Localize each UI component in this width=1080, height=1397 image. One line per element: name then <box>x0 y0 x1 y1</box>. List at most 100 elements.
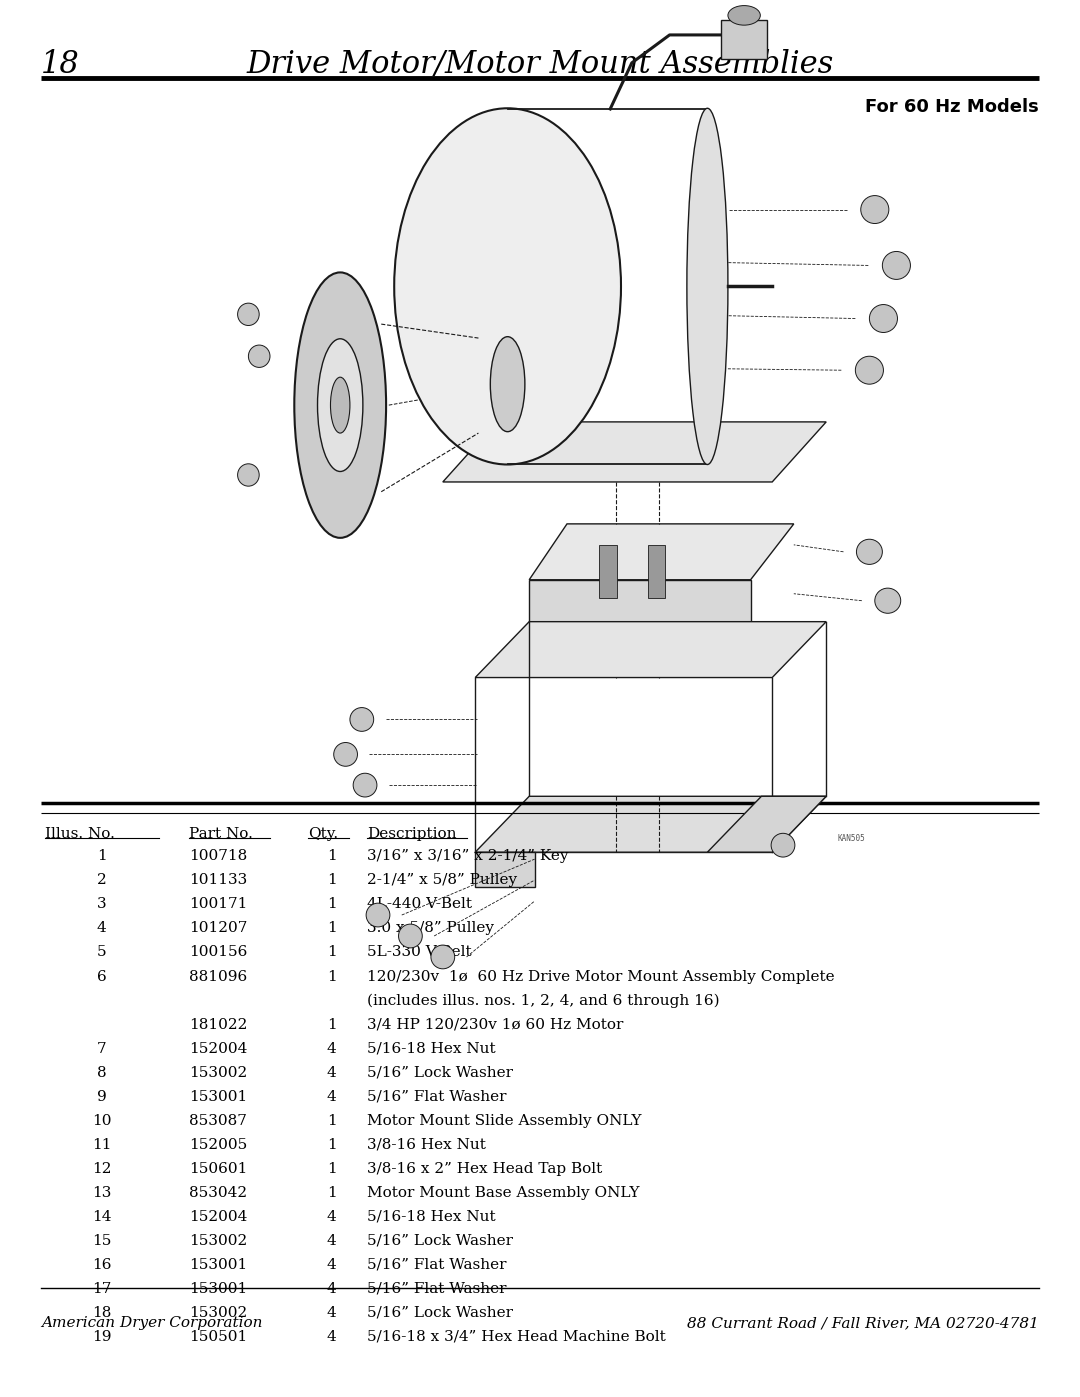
Bar <box>721 20 767 59</box>
Text: 4L-440 V-Belt: 4L-440 V-Belt <box>367 897 472 911</box>
Text: 6: 6 <box>96 970 107 983</box>
Text: 10: 10 <box>92 1113 111 1127</box>
Text: 153001: 153001 <box>189 1282 247 1296</box>
Text: 1: 1 <box>326 873 337 887</box>
Text: 1: 1 <box>326 849 337 863</box>
Ellipse shape <box>869 305 897 332</box>
Ellipse shape <box>728 6 760 25</box>
Text: 1: 1 <box>96 849 107 863</box>
Polygon shape <box>475 852 535 887</box>
Text: 4: 4 <box>326 1234 337 1248</box>
Text: 5/16” Flat Washer: 5/16” Flat Washer <box>367 1282 507 1296</box>
Text: 1: 1 <box>326 922 337 936</box>
Text: 1: 1 <box>326 1186 337 1200</box>
Text: 7: 7 <box>97 1042 106 1056</box>
Text: 15: 15 <box>92 1234 111 1248</box>
Text: Motor Mount Slide Assembly ONLY: Motor Mount Slide Assembly ONLY <box>367 1113 642 1127</box>
Text: 100718: 100718 <box>189 849 247 863</box>
Text: 153002: 153002 <box>189 1234 247 1248</box>
Text: 181022: 181022 <box>189 1017 247 1031</box>
Text: KAN505: KAN505 <box>837 834 865 842</box>
Text: 1: 1 <box>326 970 337 983</box>
Text: 881096: 881096 <box>189 970 247 983</box>
Text: 5/16” Lock Washer: 5/16” Lock Washer <box>367 1234 513 1248</box>
Text: 4: 4 <box>326 1330 337 1344</box>
Text: 3.0 x 5/8” Pulley: 3.0 x 5/8” Pulley <box>367 922 495 936</box>
Polygon shape <box>529 580 751 629</box>
Text: 853087: 853087 <box>189 1113 247 1127</box>
Text: 1: 1 <box>326 946 337 960</box>
Ellipse shape <box>856 539 882 564</box>
Polygon shape <box>443 422 826 482</box>
Ellipse shape <box>334 743 357 766</box>
Text: 150501: 150501 <box>189 1330 247 1344</box>
Text: 5/16-18 Hex Nut: 5/16-18 Hex Nut <box>367 1042 496 1056</box>
Ellipse shape <box>248 345 270 367</box>
Text: 1: 1 <box>326 897 337 911</box>
Ellipse shape <box>318 339 363 472</box>
Text: 101133: 101133 <box>189 873 247 887</box>
Text: 153001: 153001 <box>189 1090 247 1104</box>
Ellipse shape <box>861 196 889 224</box>
Text: 18: 18 <box>41 49 80 80</box>
Ellipse shape <box>875 588 901 613</box>
Text: 5/16” Flat Washer: 5/16” Flat Washer <box>367 1090 507 1104</box>
Text: 2: 2 <box>96 873 107 887</box>
Text: 153002: 153002 <box>189 1066 247 1080</box>
Ellipse shape <box>330 377 350 433</box>
Text: 1: 1 <box>326 1113 337 1127</box>
Ellipse shape <box>394 109 621 464</box>
Text: 1: 1 <box>326 1017 337 1031</box>
Text: 4: 4 <box>326 1282 337 1296</box>
Ellipse shape <box>431 946 455 970</box>
Text: 4: 4 <box>326 1257 337 1271</box>
Ellipse shape <box>855 356 883 384</box>
Text: 14: 14 <box>92 1210 111 1224</box>
Text: Illus. No.: Illus. No. <box>45 827 116 841</box>
Text: 12: 12 <box>92 1162 111 1176</box>
Text: 19: 19 <box>92 1330 111 1344</box>
Text: Description: Description <box>367 827 457 841</box>
Text: 3: 3 <box>97 897 106 911</box>
Text: American Dryer Corporation: American Dryer Corporation <box>41 1316 262 1330</box>
Text: 5/16” Lock Washer: 5/16” Lock Washer <box>367 1306 513 1320</box>
Ellipse shape <box>366 904 390 928</box>
Text: 18: 18 <box>92 1306 111 1320</box>
Text: 150601: 150601 <box>189 1162 247 1176</box>
Text: Qty.: Qty. <box>308 827 338 841</box>
Ellipse shape <box>294 272 387 538</box>
Polygon shape <box>529 524 794 580</box>
Text: 8: 8 <box>97 1066 106 1080</box>
Text: 3/4 HP 120/230v 1ø 60 Hz Motor: 3/4 HP 120/230v 1ø 60 Hz Motor <box>367 1017 623 1031</box>
Text: 100171: 100171 <box>189 897 247 911</box>
Ellipse shape <box>687 109 728 464</box>
Text: 5/16-18 x 3/4” Hex Head Machine Bolt: 5/16-18 x 3/4” Hex Head Machine Bolt <box>367 1330 666 1344</box>
Text: 5/16-18 Hex Nut: 5/16-18 Hex Nut <box>367 1210 496 1224</box>
Text: 1: 1 <box>326 1137 337 1151</box>
Text: 153002: 153002 <box>189 1306 247 1320</box>
Ellipse shape <box>882 251 910 279</box>
Bar <box>599 545 617 598</box>
Text: 152005: 152005 <box>189 1137 247 1151</box>
Text: 2-1/4” x 5/8” Pulley: 2-1/4” x 5/8” Pulley <box>367 873 517 887</box>
Text: 100156: 100156 <box>189 946 247 960</box>
Text: 153001: 153001 <box>189 1257 247 1271</box>
Polygon shape <box>475 796 826 852</box>
Text: 4: 4 <box>96 922 107 936</box>
Text: 152004: 152004 <box>189 1042 247 1056</box>
Text: Motor Mount Base Assembly ONLY: Motor Mount Base Assembly ONLY <box>367 1186 639 1200</box>
Ellipse shape <box>771 833 795 858</box>
Text: 853042: 853042 <box>189 1186 247 1200</box>
Text: 3/8-16 Hex Nut: 3/8-16 Hex Nut <box>367 1137 486 1151</box>
Text: 120/230v  1ø  60 Hz Drive Motor Mount Assembly Complete: 120/230v 1ø 60 Hz Drive Motor Mount Asse… <box>367 970 835 983</box>
Text: 9: 9 <box>96 1090 107 1104</box>
Text: 11: 11 <box>92 1137 111 1151</box>
Ellipse shape <box>353 774 377 796</box>
Text: 4: 4 <box>326 1210 337 1224</box>
Text: Part No.: Part No. <box>189 827 253 841</box>
Text: 17: 17 <box>92 1282 111 1296</box>
Text: 4: 4 <box>326 1066 337 1080</box>
Polygon shape <box>707 796 826 852</box>
Ellipse shape <box>399 925 422 949</box>
Ellipse shape <box>350 708 374 732</box>
